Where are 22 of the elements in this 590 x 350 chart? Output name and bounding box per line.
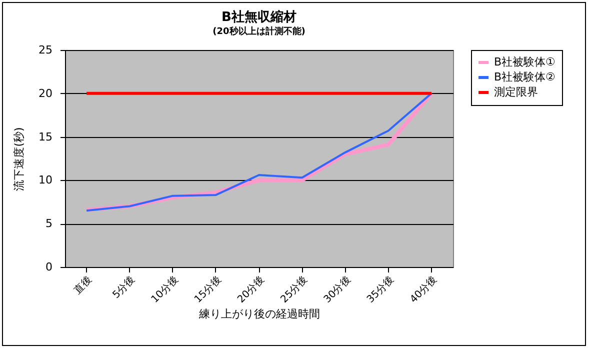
x-tick-label: 直後 xyxy=(72,274,94,296)
y-axis-title: 流下速度(秒) xyxy=(12,127,26,191)
x-tick-label: 10分後 xyxy=(148,274,181,306)
x-tick-label: 25分後 xyxy=(278,274,310,306)
x-tick-label: 5分後 xyxy=(110,274,138,301)
y-tick-label: 20 xyxy=(38,86,52,100)
x-tick-label: 20分後 xyxy=(235,274,267,306)
y-tick-label: 15 xyxy=(38,130,52,144)
legend-label: 測定限界 xyxy=(494,86,538,98)
chart-title: B社無収縮材 xyxy=(222,9,296,25)
y-tick-label: 25 xyxy=(38,44,52,56)
y-tick-label: 0 xyxy=(46,260,52,274)
legend-label: B社被験体② xyxy=(494,70,556,84)
y-tick-label: 10 xyxy=(38,174,52,187)
x-tick-label: 35分後 xyxy=(364,274,396,306)
x-tick-label: 30分後 xyxy=(321,274,353,306)
chart-subtitle: (20秒以上は計測不能) xyxy=(212,26,306,37)
y-tick-label: 5 xyxy=(46,217,52,230)
x-tick-label: 15分後 xyxy=(192,274,224,306)
x-axis-title: 練り上がり後の経過時間 xyxy=(198,308,320,321)
x-tick-label: 40分後 xyxy=(408,274,440,306)
legend-label: B社被験体① xyxy=(494,56,556,68)
